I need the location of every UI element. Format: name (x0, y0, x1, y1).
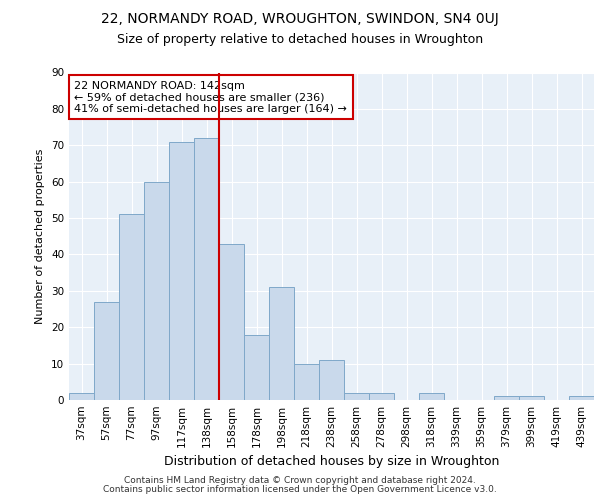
Bar (494, 396, 519, 400)
Text: 22, NORMANDY ROAD, WROUGHTON, SWINDON, SN4 0UJ: 22, NORMANDY ROAD, WROUGHTON, SWINDON, S… (101, 12, 499, 26)
Bar (244, 334, 269, 400)
Bar (94, 302, 119, 400)
Bar (519, 396, 544, 400)
Text: Contains public sector information licensed under the Open Government Licence v3: Contains public sector information licen… (103, 485, 497, 494)
Text: 22 NORMANDY ROAD: 142sqm
← 59% of detached houses are smaller (236)
41% of semi-: 22 NORMANDY ROAD: 142sqm ← 59% of detach… (74, 80, 347, 114)
Bar (119, 214, 144, 400)
Text: Size of property relative to detached houses in Wroughton: Size of property relative to detached ho… (117, 32, 483, 46)
Bar (219, 244, 244, 400)
Bar (419, 392, 444, 400)
Bar (69, 392, 94, 400)
Text: Contains HM Land Registry data © Crown copyright and database right 2024.: Contains HM Land Registry data © Crown c… (124, 476, 476, 485)
Bar (319, 360, 344, 400)
Bar (144, 182, 169, 400)
Bar (194, 138, 219, 400)
Bar (169, 142, 194, 400)
Bar (294, 364, 319, 400)
Bar (369, 392, 394, 400)
Bar (569, 396, 594, 400)
Bar (269, 287, 294, 400)
Bar (344, 392, 369, 400)
X-axis label: Distribution of detached houses by size in Wroughton: Distribution of detached houses by size … (164, 456, 499, 468)
Y-axis label: Number of detached properties: Number of detached properties (35, 148, 46, 324)
